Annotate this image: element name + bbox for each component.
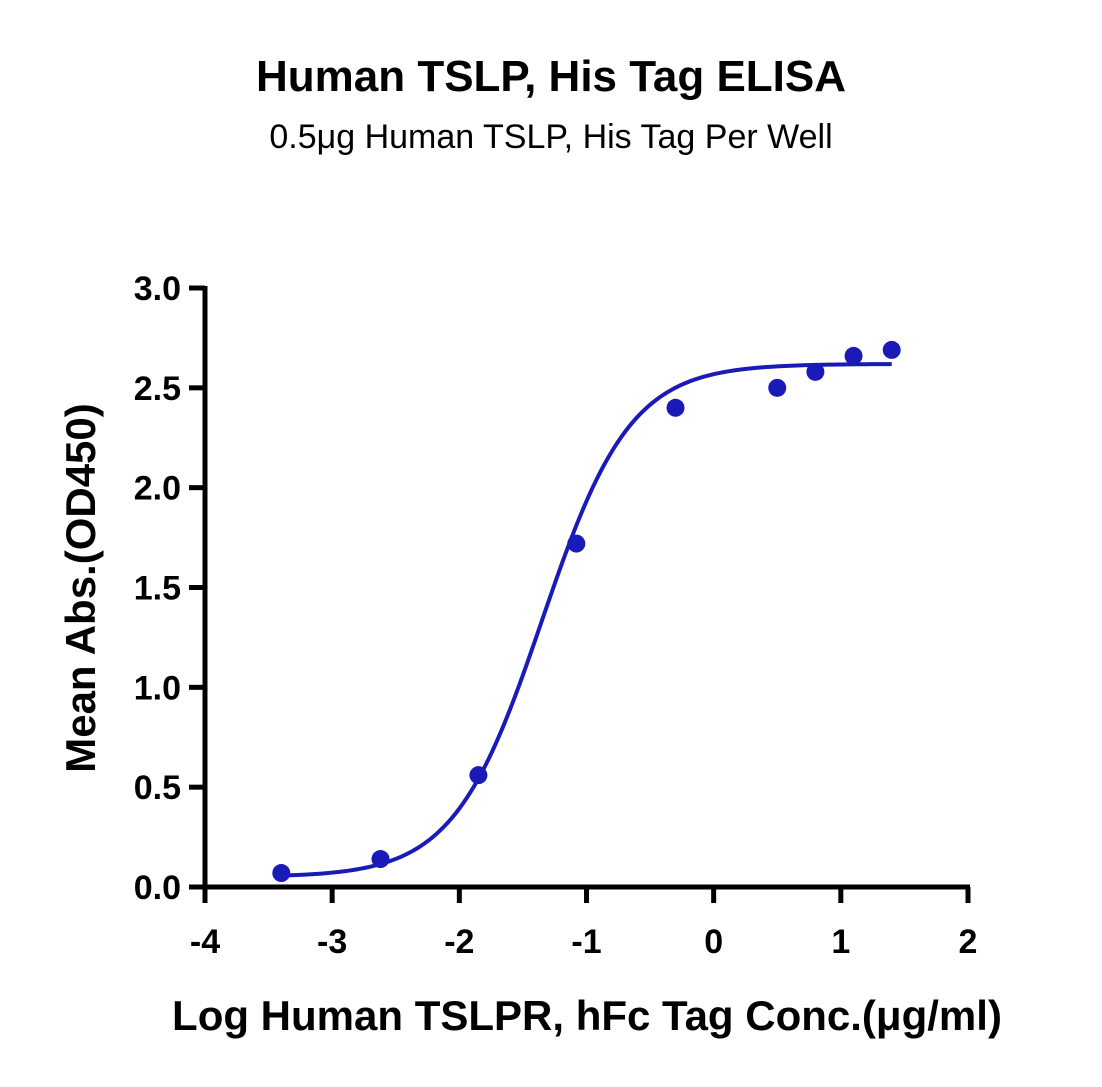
axes: 0.0 0.5 1.0 1.5 2.0 2.5 3.0 -4 -3 -2 -1 0 1 2 (134, 270, 978, 961)
data-points-layer (272, 340, 901, 883)
data-point (768, 378, 787, 397)
data-point (666, 398, 685, 417)
data-point (567, 534, 586, 553)
chart-subtitle: 0.5μg Human TSLP, His Tag Per Well (269, 118, 833, 156)
fit-curve (281, 362, 892, 878)
y-tick-label: 1.5 (134, 570, 181, 608)
y-tick-label: 1.0 (134, 669, 181, 707)
y-tick-label: 0.5 (134, 769, 181, 807)
data-point (844, 346, 863, 365)
x-tick-label: -1 (571, 923, 601, 961)
fit-curve-layer (281, 362, 892, 878)
chart-title: Human TSLP, His Tag ELISA (255, 52, 847, 101)
x-tick-label: -2 (444, 923, 474, 961)
x-axis-title: Log Human TSLPR, hFc Tag Conc.(μg/ml) (172, 992, 1002, 1039)
x-tick-label: -3 (317, 923, 347, 961)
data-point (882, 340, 901, 359)
x-tick-label: 1 (831, 923, 850, 961)
y-tick-label: 2.0 (134, 470, 181, 508)
data-point (371, 850, 390, 869)
data-point (806, 362, 825, 381)
y-tick-label: 2.5 (134, 370, 181, 408)
x-tick-label: -4 (190, 923, 220, 961)
y-axis-title: Mean Abs.(OD450) (57, 403, 104, 773)
x-tick-label: 0 (704, 923, 723, 961)
data-point (469, 766, 488, 785)
x-tick-label: 2 (959, 923, 978, 961)
data-point (272, 864, 291, 883)
y-tick-label: 3.0 (134, 270, 181, 308)
y-tick-label: 0.0 (134, 869, 181, 907)
